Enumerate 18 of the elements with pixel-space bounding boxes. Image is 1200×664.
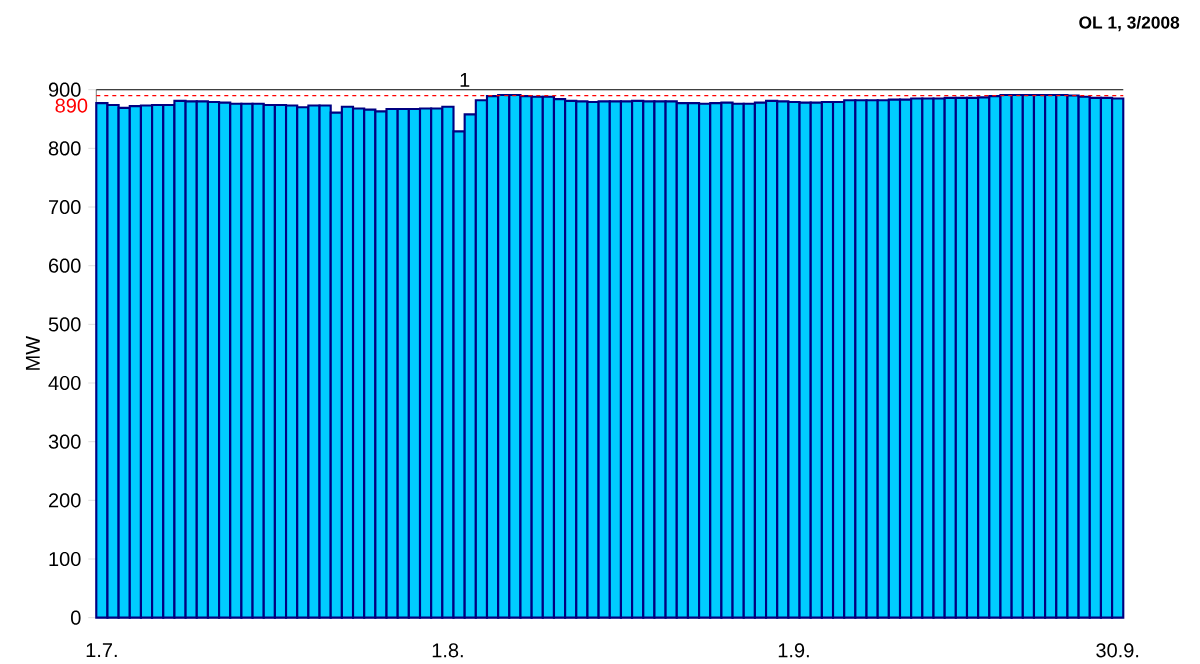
y-tick-label: 700	[49, 199, 81, 215]
y-tick-label: 100	[49, 551, 81, 567]
y-tick-label: 300	[48, 434, 81, 449]
text: 1	[460, 72, 470, 87]
y-tick-label: 900	[48, 82, 81, 97]
y-axis-title: MW	[25, 335, 40, 370]
ref-line-label: 890	[55, 98, 88, 113]
x-tick-label: 1.9.	[778, 643, 809, 658]
x-tick-label: 1.8.	[432, 643, 463, 658]
chart-title: OL 1, 3/2008	[1079, 15, 1180, 32]
y-tick-label: 800	[48, 141, 81, 156]
x-tick-label: 1.7.	[86, 643, 117, 657]
x-tick-label: 30.9.	[1096, 643, 1139, 658]
y-tick-label: 500	[48, 317, 81, 332]
y-tick-label: 400	[48, 375, 81, 391]
y-tick-label: 200	[48, 493, 81, 508]
y-tick-label: 600	[49, 258, 81, 273]
y-tick-label: 0	[71, 610, 81, 625]
